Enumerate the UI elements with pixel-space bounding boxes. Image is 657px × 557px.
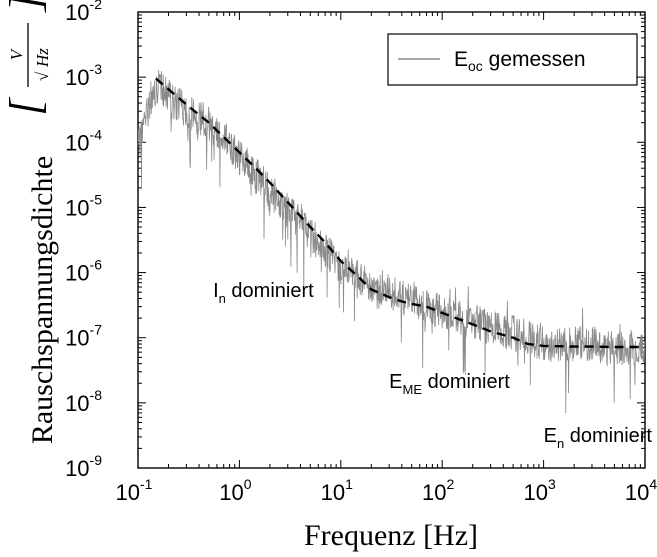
x-tick-label: 10-1 (116, 476, 153, 505)
unit-bracket-right: ] (1, 0, 50, 14)
series-line-measured (138, 69, 645, 414)
x-tick-label: 100 (219, 476, 251, 505)
annotation-in: In dominiert (213, 280, 314, 306)
series-line-fit (155, 77, 645, 349)
unit-sqrt-sign: √ (33, 71, 52, 81)
legend: Eoc gemessen (387, 33, 638, 86)
y-tick-label: 10-5 (65, 191, 102, 220)
x-tick-label: 103 (523, 476, 555, 505)
axis-ticks (137, 11, 646, 469)
y-axis-label: Rauschspannungsdichte (26, 156, 59, 444)
unit-bracket-left: [ (1, 97, 50, 116)
y-tick-label: 10-6 (65, 257, 102, 286)
x-tick-label: 101 (321, 476, 353, 505)
y-axis-unit: [ ] V √ Hz (1, 0, 52, 116)
y-tick-label: 10-4 (65, 126, 102, 155)
legend-entry: Eoc gemessen (454, 48, 586, 74)
series-group (138, 69, 645, 414)
x-tick-label: 102 (422, 476, 454, 505)
unit-denominator: Hz (33, 48, 52, 68)
unit-numerator: V (7, 47, 26, 60)
annotation-eme: EME dominiert (389, 371, 510, 397)
y-tick-label: 10-9 (65, 452, 102, 481)
x-tick-label: 104 (625, 476, 657, 505)
annotations: In dominiert EME dominiert En dominiert (213, 280, 652, 451)
axis-tick-labels: 10-1 100 101 102 103 104 10-9 10-8 10-7 10-6 10-5 1… (65, 0, 657, 505)
y-tick-label: 10-2 (65, 0, 102, 25)
annotation-en: En dominiert (544, 425, 653, 451)
y-axis-title: Rauschspannungsdichte (26, 156, 59, 444)
y-tick-label: 10-7 (65, 322, 102, 351)
x-axis-label: Frequenz [Hz] (304, 519, 478, 552)
y-tick-label: 10-3 (65, 61, 102, 90)
plot-frame (137, 11, 646, 469)
y-tick-label: 10-8 (65, 387, 102, 416)
